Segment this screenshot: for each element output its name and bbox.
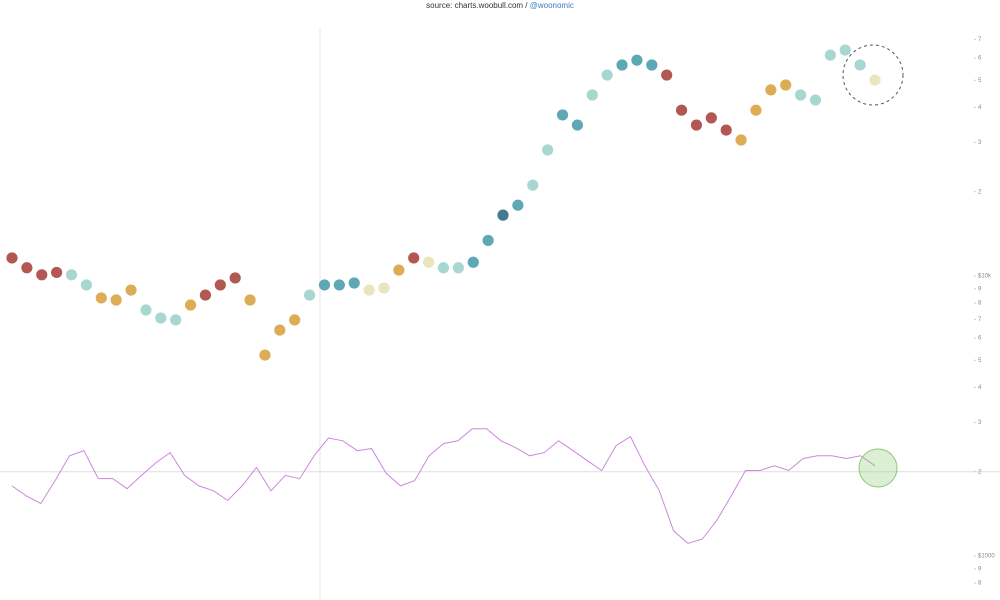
y-tick-label: 8	[978, 301, 982, 307]
y-tick-label: $10k	[978, 274, 992, 280]
price-bubble	[407, 251, 421, 265]
price-bubble	[273, 323, 287, 337]
price-bubble	[258, 348, 272, 362]
price-bubble	[630, 53, 644, 67]
price-bubble	[571, 118, 584, 132]
price-bubble	[779, 78, 793, 92]
price-bubble	[764, 83, 778, 97]
price-bubble	[660, 68, 674, 82]
price-bubble	[347, 276, 361, 290]
y-tick-label: 6	[978, 56, 982, 62]
price-bubble	[20, 261, 34, 275]
price-bubble	[868, 73, 882, 87]
price-bubble	[496, 208, 510, 222]
highlight-circle	[858, 448, 898, 488]
y-tick-label: 9	[978, 286, 982, 292]
price-bubble	[318, 278, 331, 292]
price-bubble	[690, 118, 703, 132]
y-tick-label: 2	[978, 189, 982, 195]
price-bubble	[511, 198, 525, 212]
y-tick-label: $1000	[978, 554, 995, 560]
y-tick-label: 2	[978, 469, 982, 475]
price-bubble	[35, 268, 49, 282]
y-tick-label: 3	[978, 140, 982, 146]
price-bubble	[838, 43, 852, 57]
price-bubble	[303, 288, 316, 302]
plot: 7 6 5 4 3 2 $10k 9 8 7 6 5 4 3 2 $1000 9 8	[0, 37, 1000, 587]
y-tick-label: 3	[978, 420, 982, 426]
price-bubble	[823, 48, 837, 62]
y-tick-label: 7	[978, 317, 982, 323]
y-tick-label: 7	[978, 37, 982, 43]
price-bubble	[5, 251, 19, 265]
price-bubble	[184, 298, 197, 312]
price-bubble	[734, 133, 748, 147]
price-bubble	[199, 288, 212, 302]
price-bubble	[362, 283, 376, 297]
price-bubble	[65, 268, 78, 282]
price-bubble	[541, 143, 555, 157]
price-bubble	[675, 103, 688, 117]
price-bubble	[109, 293, 123, 307]
price-bubble	[94, 291, 108, 305]
price-bubble	[50, 266, 64, 279]
y-tick-label: 4	[978, 385, 982, 391]
price-bubble	[139, 303, 153, 317]
price-bubble	[392, 263, 406, 277]
price-bubble	[556, 108, 569, 122]
price-bubble	[154, 311, 168, 325]
price-bubble	[466, 255, 480, 269]
price-bubble	[243, 293, 257, 307]
y-tick-label: 5	[978, 78, 982, 84]
price-bubble	[451, 261, 465, 275]
y-tick-label: 8	[978, 581, 982, 587]
price-bubble	[600, 68, 614, 82]
price-bubble	[79, 278, 93, 292]
y-tick-label: 5	[978, 358, 982, 364]
price-bubble	[332, 278, 346, 292]
price-bubble	[422, 255, 436, 269]
price-bubble	[169, 313, 183, 327]
price-bubble	[377, 281, 391, 295]
price-bubble	[481, 234, 495, 247]
price-bubble	[809, 93, 822, 107]
price-bubble	[213, 278, 227, 292]
chart-title: source: charts.woobull.com / @woonomic	[426, 1, 574, 10]
price-bubble	[585, 88, 599, 102]
price-bubble	[719, 123, 733, 137]
price-bubble	[437, 261, 450, 275]
price-bubble	[749, 103, 763, 117]
y-tick-label: 4	[978, 105, 982, 111]
price-bubble	[615, 58, 629, 72]
price-bubble	[853, 58, 867, 72]
author: @woonomic	[530, 1, 574, 10]
y-tick-label: 6	[978, 336, 982, 342]
price-bubble	[124, 283, 138, 297]
price-bubble	[645, 58, 659, 72]
price-bubble	[228, 271, 242, 285]
highlight-circle	[842, 44, 904, 106]
price-bubble	[526, 178, 540, 192]
price-bubble	[794, 88, 808, 102]
price-bubble	[704, 111, 718, 125]
price-bubble	[288, 313, 302, 327]
oscillator-line	[11, 428, 876, 544]
source: source: charts.woobull.com /	[426, 1, 528, 10]
y-tick-label: 9	[978, 566, 982, 572]
